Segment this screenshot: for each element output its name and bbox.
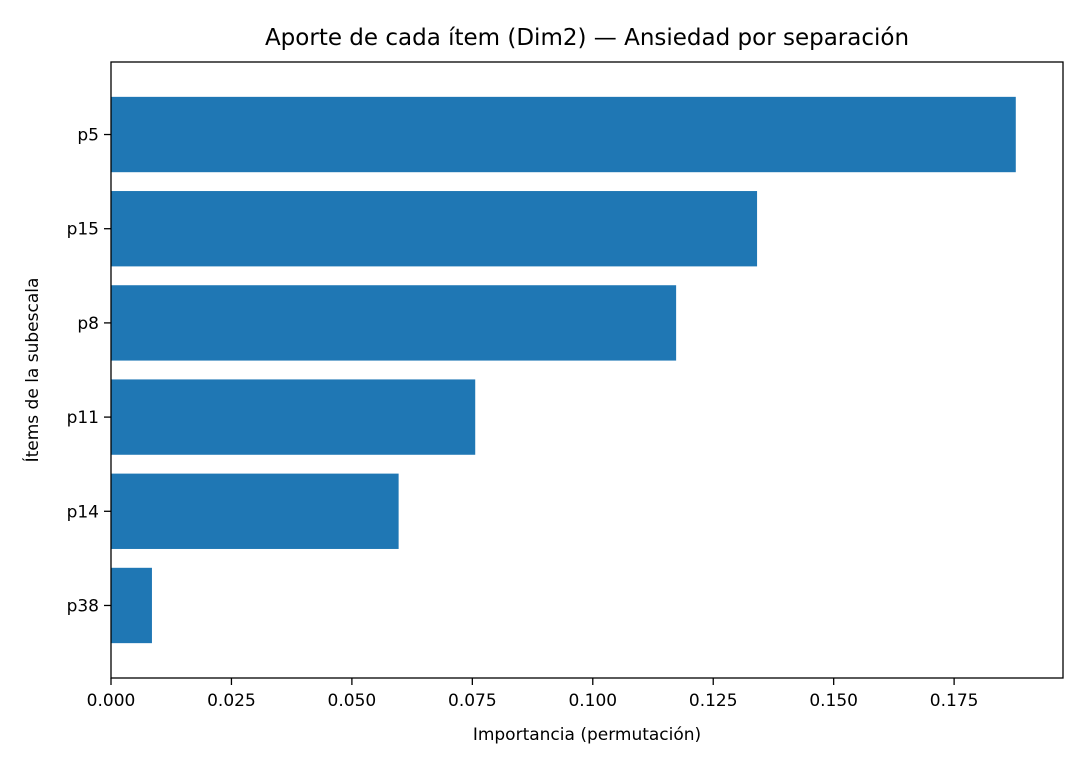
x-tick-label: 0.050 — [328, 691, 377, 711]
x-tick-label: 0.100 — [568, 691, 617, 711]
y-axis-label: Ítems de la subescala — [21, 278, 43, 463]
y-axis-ticks: p5 p15 p8 p11 p14 p38 — [67, 126, 111, 616]
x-axis-ticks: 0.000 0.025 0.050 0.075 0.100 0.125 0.150 0.175 — [87, 678, 979, 711]
x-tick-label: 0.000 — [87, 691, 136, 711]
bar-p8 — [111, 285, 677, 361]
y-tick-label-p8: p8 — [77, 314, 99, 334]
y-tick-label-p38: p38 — [67, 596, 99, 616]
chart-title: Aporte de cada ítem (Dim2) — Ansiedad po… — [265, 25, 909, 51]
bar-p15 — [111, 191, 758, 267]
x-tick-label: 0.150 — [809, 691, 858, 711]
bar-p11 — [111, 379, 476, 455]
x-tick-label: 0.125 — [689, 691, 738, 711]
y-tick-label-p11: p11 — [67, 408, 99, 428]
bar-p14 — [111, 473, 399, 549]
y-tick-label-p15: p15 — [67, 220, 99, 240]
y-tick-label-p5: p5 — [77, 126, 99, 146]
x-tick-label: 0.175 — [930, 691, 979, 711]
x-tick-label: 0.025 — [207, 691, 256, 711]
bars-group — [111, 96, 1016, 644]
x-tick-label: 0.075 — [448, 691, 497, 711]
bar-p38 — [111, 567, 152, 644]
bar-p5 — [111, 96, 1016, 173]
y-tick-label-p14: p14 — [67, 502, 99, 522]
plot-frame — [110, 61, 1064, 679]
x-axis-label: Importancia (permutación) — [473, 725, 701, 745]
